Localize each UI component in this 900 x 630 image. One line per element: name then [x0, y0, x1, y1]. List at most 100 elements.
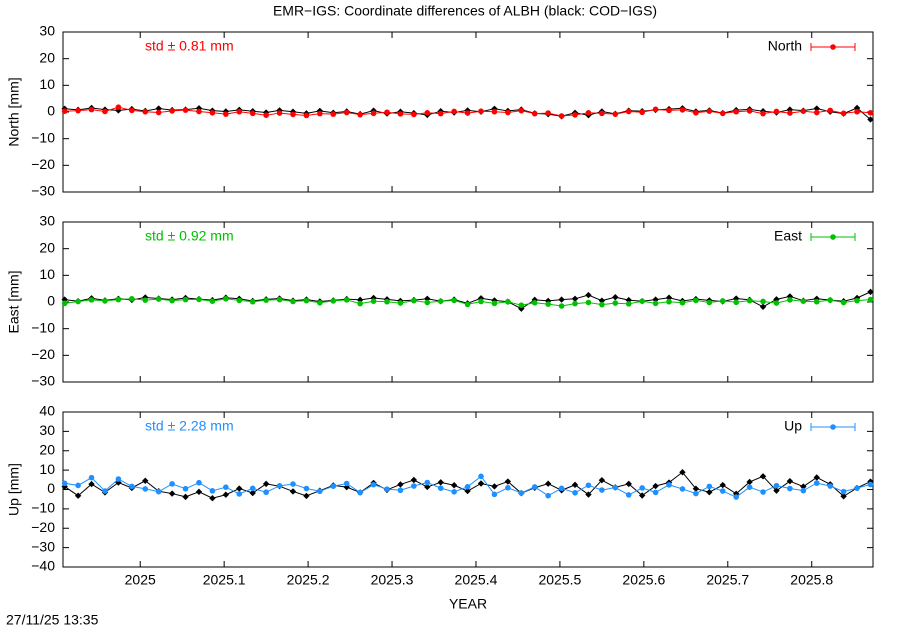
y-tick-label: −10 [31, 500, 55, 516]
data-point [411, 297, 417, 304]
data-point [719, 481, 726, 489]
data-point [652, 106, 659, 113]
data-point [639, 109, 645, 116]
data-point [679, 107, 686, 113]
data-point [478, 298, 484, 305]
data-point [840, 493, 847, 500]
y-tick-label: 30 [39, 213, 55, 229]
data-point [236, 297, 243, 304]
data-point [544, 480, 552, 487]
y-tick-label: 20 [39, 49, 55, 65]
data-point [236, 491, 243, 497]
data-point [813, 474, 820, 481]
data-point [263, 297, 269, 303]
data-point [679, 300, 686, 306]
data-point [276, 483, 283, 489]
data-point [652, 300, 659, 307]
data-point [330, 298, 337, 304]
series [61, 104, 874, 119]
data-point [639, 298, 645, 305]
data-point [88, 480, 95, 488]
y-tick-label: −10 [31, 129, 55, 145]
data-point [182, 296, 189, 303]
data-point [827, 107, 833, 114]
data-point [491, 108, 498, 115]
data-point [693, 297, 699, 304]
data-point [531, 300, 538, 306]
data-point [679, 486, 686, 492]
data-point [209, 298, 216, 305]
data-point [598, 297, 606, 304]
data-point [867, 296, 874, 303]
series [61, 469, 874, 502]
data-point [343, 480, 350, 487]
data-point [585, 482, 592, 489]
data-point [545, 110, 551, 116]
data-point [155, 296, 162, 302]
y-tick-label: 40 [39, 403, 55, 419]
data-point [531, 484, 538, 490]
legend-marker [830, 234, 836, 240]
data-point [357, 300, 363, 307]
data-point [169, 108, 175, 114]
data-point [303, 492, 310, 500]
y-tick-label: −40 [31, 558, 55, 574]
data-point [505, 298, 511, 305]
x-tick-label: 2025.6 [622, 572, 665, 588]
data-point [666, 298, 672, 305]
data-point [853, 104, 861, 112]
data-point [612, 111, 619, 117]
data-point [182, 485, 189, 492]
data-point [222, 491, 230, 498]
y-axis-label: North [mm] [6, 77, 22, 146]
y-axis-label: Up [mm] [6, 463, 22, 516]
data-point [612, 294, 619, 301]
x-axis-label: YEAR [449, 596, 487, 612]
data-point [102, 108, 108, 115]
data-point [800, 487, 807, 494]
data-point [693, 110, 699, 116]
data-point [115, 476, 122, 482]
data-point [411, 483, 417, 489]
data-point [787, 297, 793, 303]
data-point [155, 488, 162, 495]
data-point [505, 484, 511, 491]
data-point [558, 303, 565, 309]
data-point [303, 297, 310, 304]
data-point [505, 109, 511, 116]
data-point [518, 107, 525, 114]
y-axis-label: East [mm] [6, 270, 22, 333]
data-point [75, 482, 81, 489]
data-point [759, 473, 767, 480]
data-point [464, 301, 471, 308]
data-point [290, 298, 296, 305]
y-tick-label: −20 [31, 156, 55, 172]
data-point [61, 480, 68, 487]
data-point [290, 111, 296, 118]
data-point [612, 300, 619, 306]
data-point [330, 111, 337, 117]
data-point [558, 485, 565, 492]
data-point [827, 297, 833, 303]
data-point [424, 483, 431, 491]
y-tick-label: 10 [39, 461, 55, 477]
data-point [195, 105, 203, 112]
data-point [800, 108, 807, 114]
data-point [545, 301, 551, 307]
data-point [572, 112, 578, 118]
data-point [599, 110, 605, 117]
data-point [129, 107, 135, 114]
data-point [531, 110, 538, 117]
data-point [558, 296, 565, 303]
data-point [88, 474, 95, 481]
data-point [424, 299, 431, 306]
data-point [370, 110, 377, 117]
data-point [706, 108, 713, 114]
data-point [706, 489, 713, 496]
data-point [719, 110, 726, 117]
data-point [317, 488, 323, 495]
data-point [545, 492, 551, 499]
data-point [249, 489, 256, 497]
data-point [451, 108, 457, 115]
